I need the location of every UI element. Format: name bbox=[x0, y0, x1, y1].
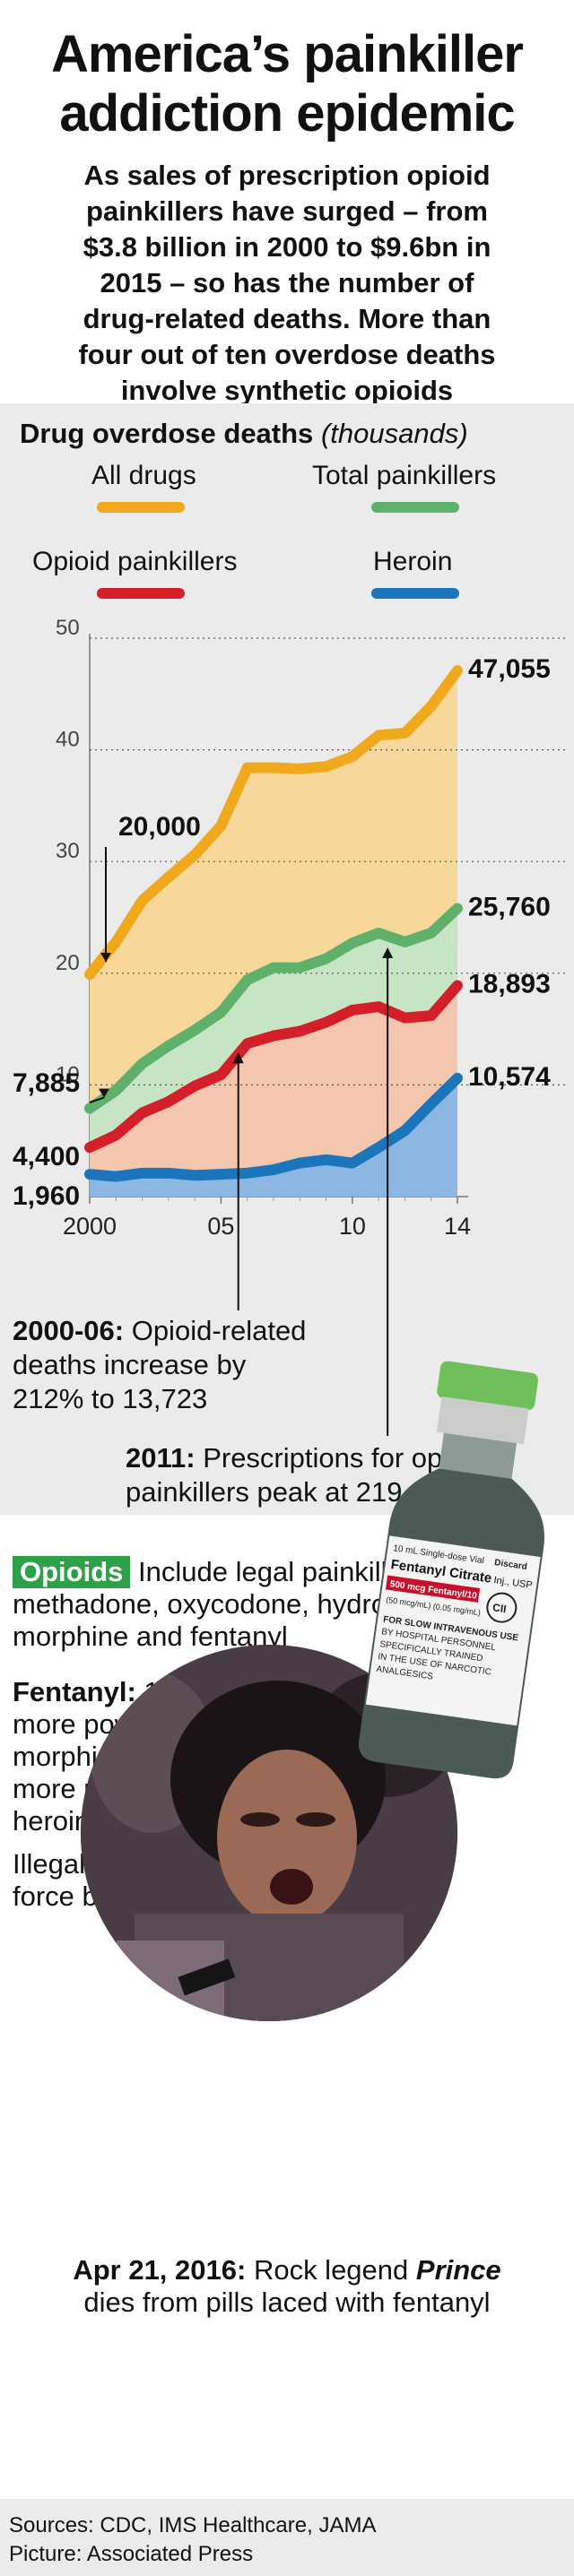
start-value-label: 20,000 bbox=[118, 812, 201, 842]
area-heroin bbox=[90, 1077, 457, 1197]
opioids-tag: Opioids bbox=[13, 1556, 131, 1588]
area-all-drugs bbox=[90, 670, 457, 1109]
chart-svg: 10 20 30 40 50 2000 05 10 14 47,055 25,760 18,893 10… bbox=[13, 616, 565, 1436]
intro-line: four out of ten overdose deaths bbox=[78, 339, 496, 370]
sources-footer: Sources: CDC, IMS Healthcare, JAMA Pictu… bbox=[0, 2499, 574, 2576]
headline: America’s painkiller addiction epidemic bbox=[0, 25, 574, 143]
headline-line: America’s painkiller bbox=[51, 25, 524, 83]
intro-line: 2015 – so has the number of bbox=[100, 267, 474, 298]
start-value-label: 1,960 bbox=[13, 1181, 80, 1211]
x-tick-label: 2000 bbox=[63, 1213, 117, 1240]
x-tick-label: 10 bbox=[339, 1213, 366, 1240]
end-value-label: 10,574 bbox=[468, 1062, 551, 1092]
intro-line: $3.8 billion in 2000 to $9.6bn in bbox=[83, 231, 491, 263]
end-value-label: 25,760 bbox=[468, 893, 551, 922]
annotation-2000-06: 2000-06: Opioid-related deaths increase … bbox=[13, 1314, 306, 1416]
y-tick-label: 40 bbox=[56, 728, 80, 752]
intro-line: painkillers have surged – from bbox=[86, 195, 488, 227]
legend-label-all-drugs: All drugs bbox=[91, 461, 196, 490]
annotation-arrow-head bbox=[382, 947, 394, 958]
annotation-text: deaths increase by bbox=[13, 1349, 247, 1380]
start-value-label: 4,400 bbox=[13, 1142, 80, 1171]
vial-label-text: CII bbox=[491, 1601, 507, 1615]
fentanyl-line: heroin bbox=[13, 1805, 91, 1837]
annotation-text: Prescriptions for opioid bbox=[195, 1442, 486, 1474]
legend-label-opioid-painkillers: Opioid painkillers bbox=[32, 547, 238, 576]
y-tick-label: 20 bbox=[56, 951, 80, 975]
chart-title-text: Drug overdose deaths bbox=[20, 418, 314, 449]
legend-swatch-total-painkillers bbox=[371, 502, 459, 513]
annotation-arrow-line bbox=[89, 1096, 105, 1103]
fentanyl-vial-image: 10 mL Single-dose Vial Discard Fentanyl … bbox=[359, 1361, 544, 1779]
fentanyl-bold: Fentanyl: bbox=[13, 1676, 136, 1707]
annotation-text: 212% to 13,723 bbox=[13, 1383, 208, 1414]
y-tick-label: 10 bbox=[56, 1062, 80, 1086]
start-value-label: 7,885 bbox=[13, 1068, 80, 1098]
annotation-arrow-head bbox=[100, 953, 111, 963]
photo-caption: Apr 21, 2016: Rock legend Prince dies fr… bbox=[18, 2254, 556, 2319]
intro-line: drug-related deaths. More than bbox=[83, 303, 491, 334]
area-opioid-painkillers bbox=[90, 985, 457, 1177]
legend-swatch-all-drugs bbox=[97, 502, 185, 513]
x-tick-label: 05 bbox=[207, 1213, 234, 1240]
vial-label-text: Inj., USP bbox=[493, 1575, 534, 1591]
caption-text: Rock legend bbox=[246, 2254, 416, 2286]
vial-label-text: Discard bbox=[493, 1558, 527, 1572]
sources-line: Sources: CDC, IMS Healthcare, JAMA bbox=[9, 2513, 377, 2537]
y-tick-label: 30 bbox=[56, 839, 80, 863]
chart-title-unit: (thousands) bbox=[320, 418, 468, 449]
opioids-text: Include legal painkillers bbox=[138, 1556, 426, 1587]
y-tick-label: 50 bbox=[56, 616, 80, 640]
headline-line: addiction epidemic bbox=[59, 84, 515, 143]
end-value-label: 18,893 bbox=[468, 970, 551, 999]
end-value-label: 47,055 bbox=[468, 654, 551, 684]
caption-bold: Apr 21, 2016: bbox=[73, 2254, 247, 2286]
sources-line: Picture: Associated Press bbox=[9, 2542, 254, 2566]
annotation-arrow-head bbox=[99, 1088, 109, 1098]
intro-text: As sales of prescription opioid painkill… bbox=[22, 158, 552, 409]
legend-label-total-painkillers: Total painkillers bbox=[312, 461, 497, 490]
legend-swatch-opioid-painkillers bbox=[97, 588, 185, 599]
annotation-text: Opioid-related bbox=[124, 1315, 307, 1346]
annotation-arrow-head bbox=[232, 1052, 244, 1064]
intro-line: involve synthetic opioids bbox=[120, 375, 454, 406]
annotation-bold: 2000-06: bbox=[13, 1315, 125, 1346]
chart-title: Drug overdose deaths (thousands) bbox=[20, 418, 468, 450]
caption-name: Prince bbox=[415, 2254, 501, 2286]
legend-label-heroin: Heroin bbox=[373, 547, 453, 576]
caption-text: dies from pills laced with fentanyl bbox=[83, 2286, 491, 2318]
legend-swatch-heroin bbox=[371, 588, 459, 599]
intro-line: As sales of prescription opioid bbox=[83, 160, 491, 191]
x-tick-label: 14 bbox=[444, 1213, 471, 1240]
annotation-bold: 2011: bbox=[126, 1442, 196, 1474]
